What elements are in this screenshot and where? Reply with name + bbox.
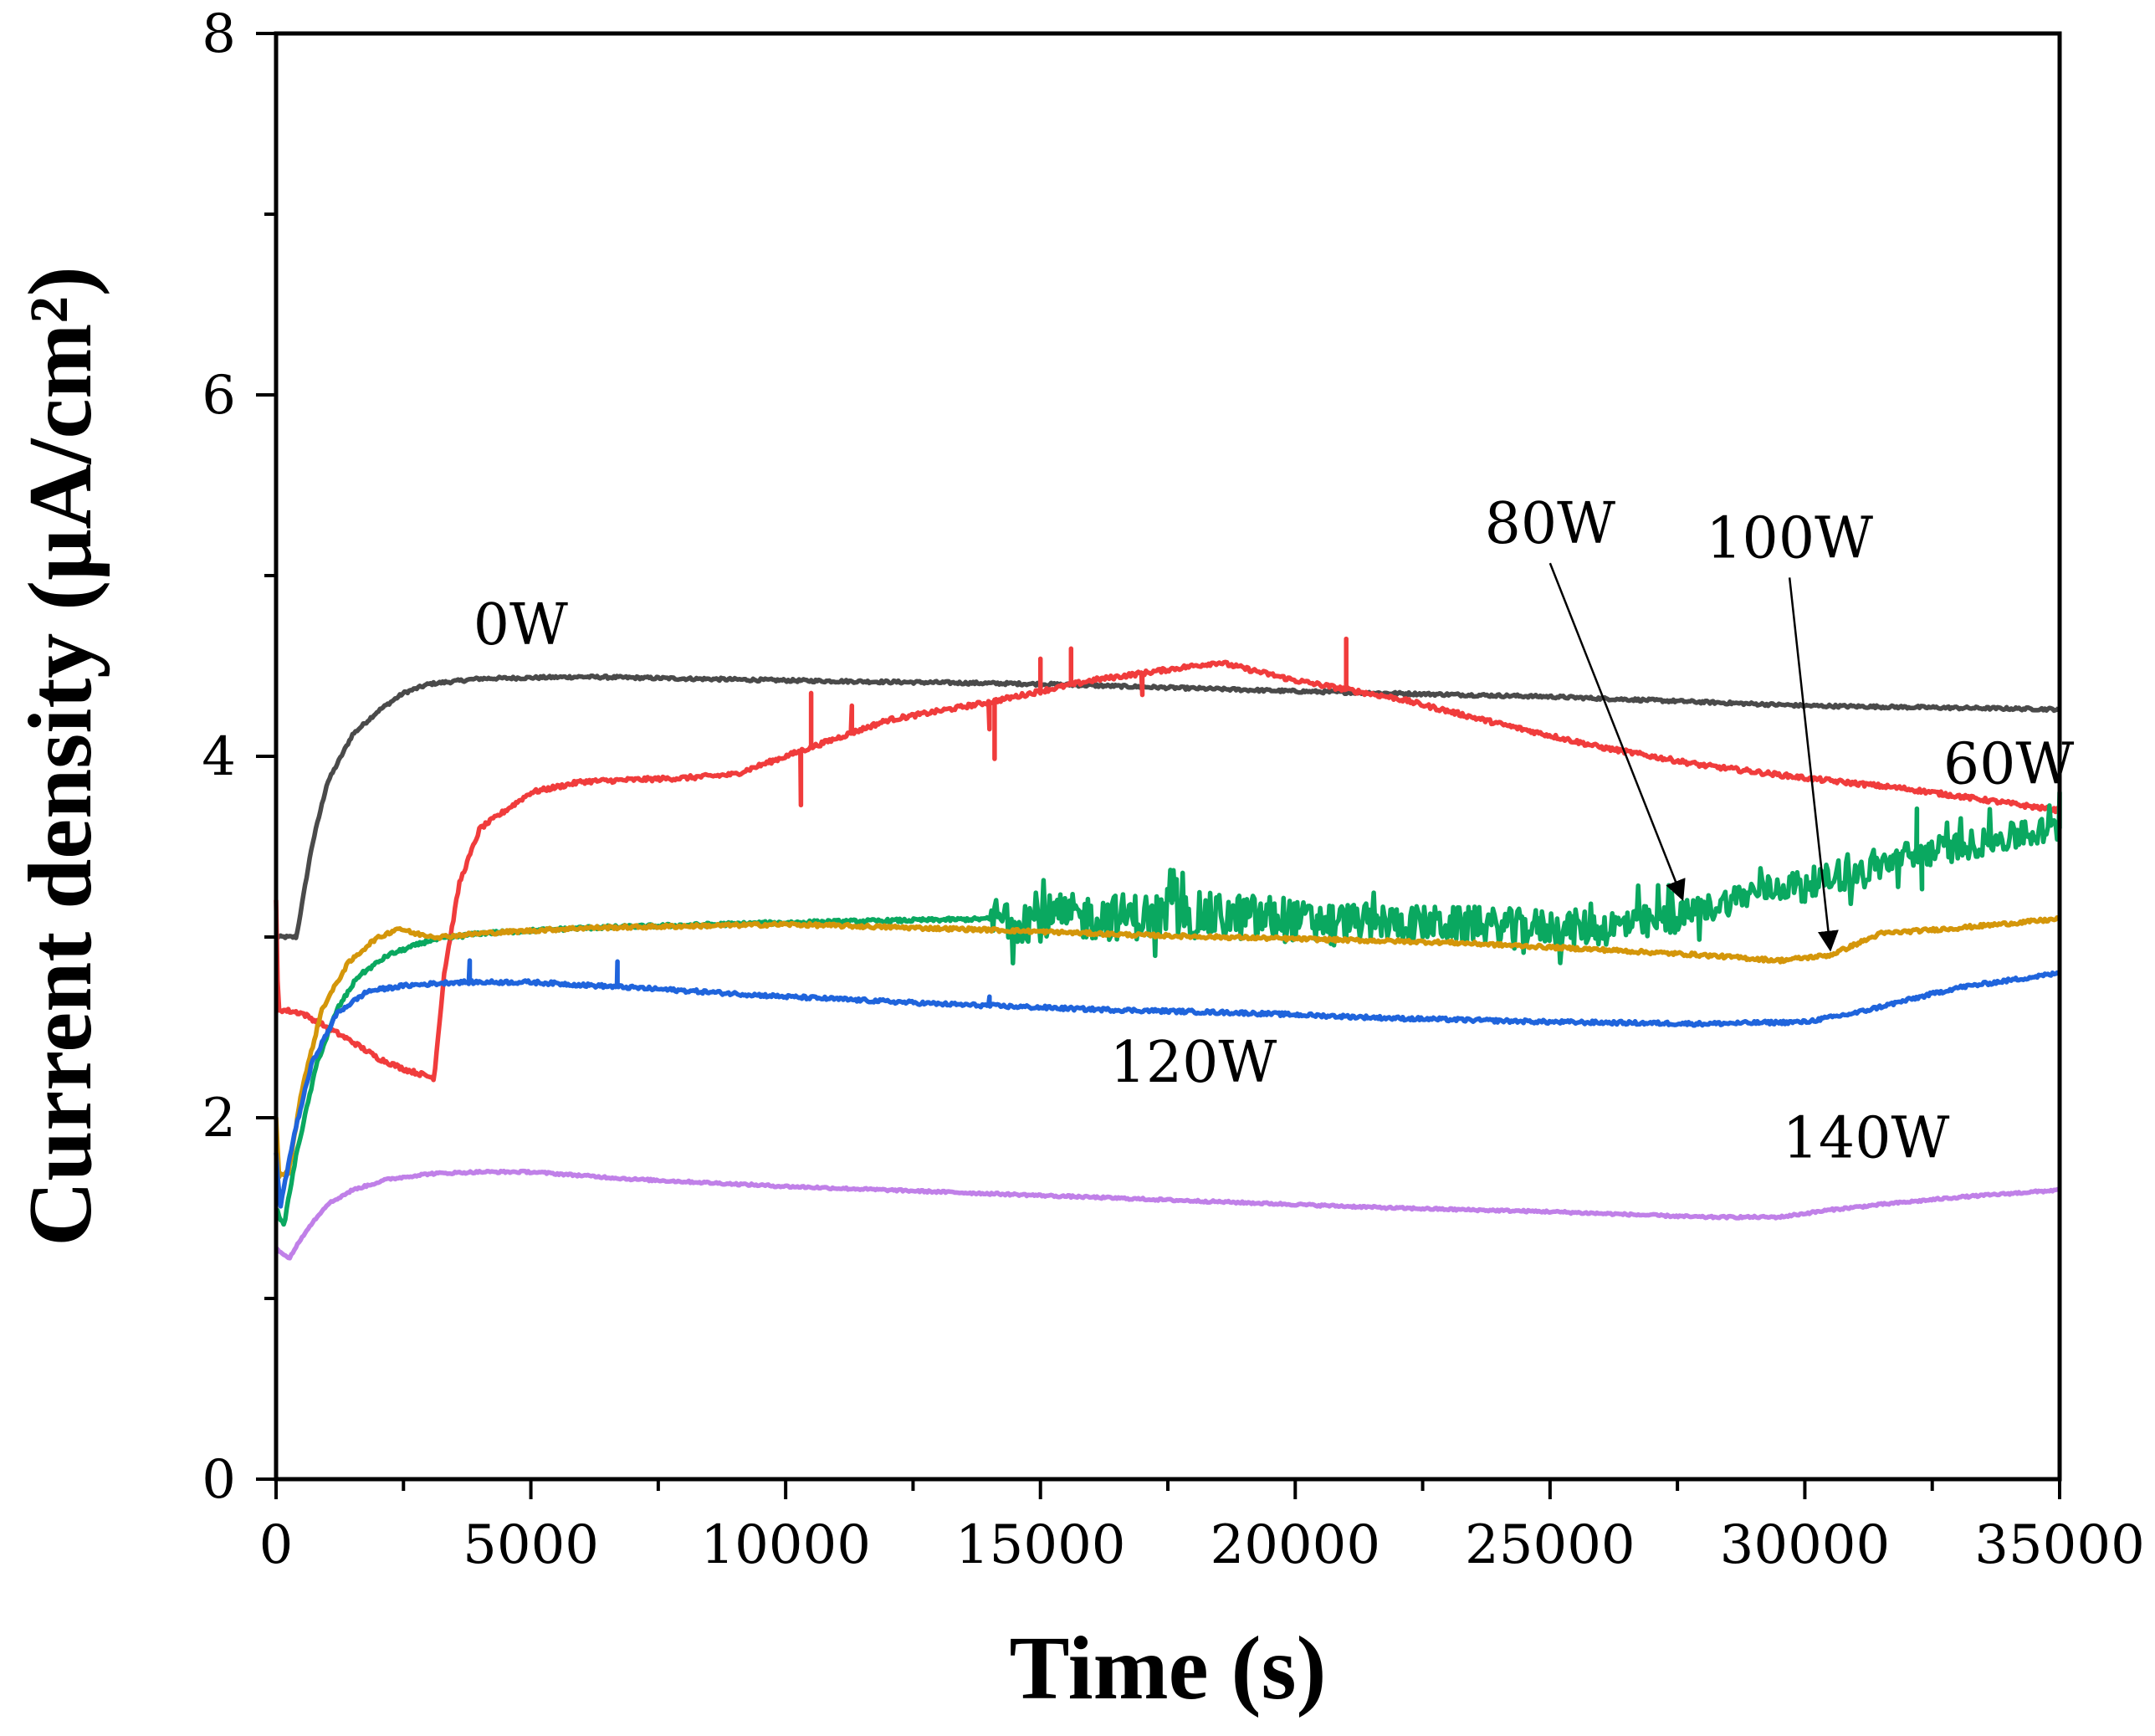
y-axis-ticks: 0 2 4 6 8 — [202, 3, 276, 1511]
series-label: 120W — [1110, 1030, 1277, 1096]
x-tick-label: 25000 — [1465, 1514, 1635, 1576]
series-layer — [274, 636, 2062, 1261]
y-axis-title: Current density (μA/cm²) — [11, 266, 110, 1246]
y-tick-label: 2 — [202, 1088, 236, 1150]
y-tick-label: 0 — [202, 1449, 236, 1511]
x-axis-ticks: 0 5000 10000 15000 20000 25000 30000 35000 — [259, 1479, 2145, 1576]
x-axis-title: Time (s) — [1010, 1619, 1327, 1718]
x-tick-label: 15000 — [955, 1514, 1126, 1576]
x-tick-label: 10000 — [700, 1514, 871, 1576]
x-tick-label: 35000 — [1974, 1514, 2145, 1576]
x-tick-label: 5000 — [463, 1514, 599, 1576]
plot-frame — [274, 31, 2062, 1482]
y-tick-label: 4 — [202, 726, 236, 788]
annotation-arrow — [1548, 562, 1686, 901]
annotation-layer: 0W 60W 80W 100W 120W 140W — [473, 491, 2075, 1171]
series-label: 100W — [1706, 505, 1873, 571]
series-label: 0W — [473, 592, 568, 658]
y-tick-label: 6 — [202, 365, 236, 427]
y-tick-label: 8 — [202, 3, 236, 65]
series-line-60W — [274, 636, 2061, 1083]
series-label: 80W — [1485, 491, 1616, 557]
x-tick-label: 0 — [259, 1514, 294, 1576]
series-line-100W — [274, 915, 2060, 1180]
x-tick-label: 20000 — [1210, 1514, 1380, 1576]
series-label: 60W — [1943, 731, 2075, 797]
series-label: 140W — [1783, 1106, 1950, 1172]
series-line-140W — [274, 1168, 2060, 1261]
series-line-120W — [274, 958, 2060, 1209]
x-tick-label: 30000 — [1720, 1514, 1891, 1576]
series-line-0W — [274, 673, 2060, 940]
annotation-arrow — [1788, 577, 1839, 952]
